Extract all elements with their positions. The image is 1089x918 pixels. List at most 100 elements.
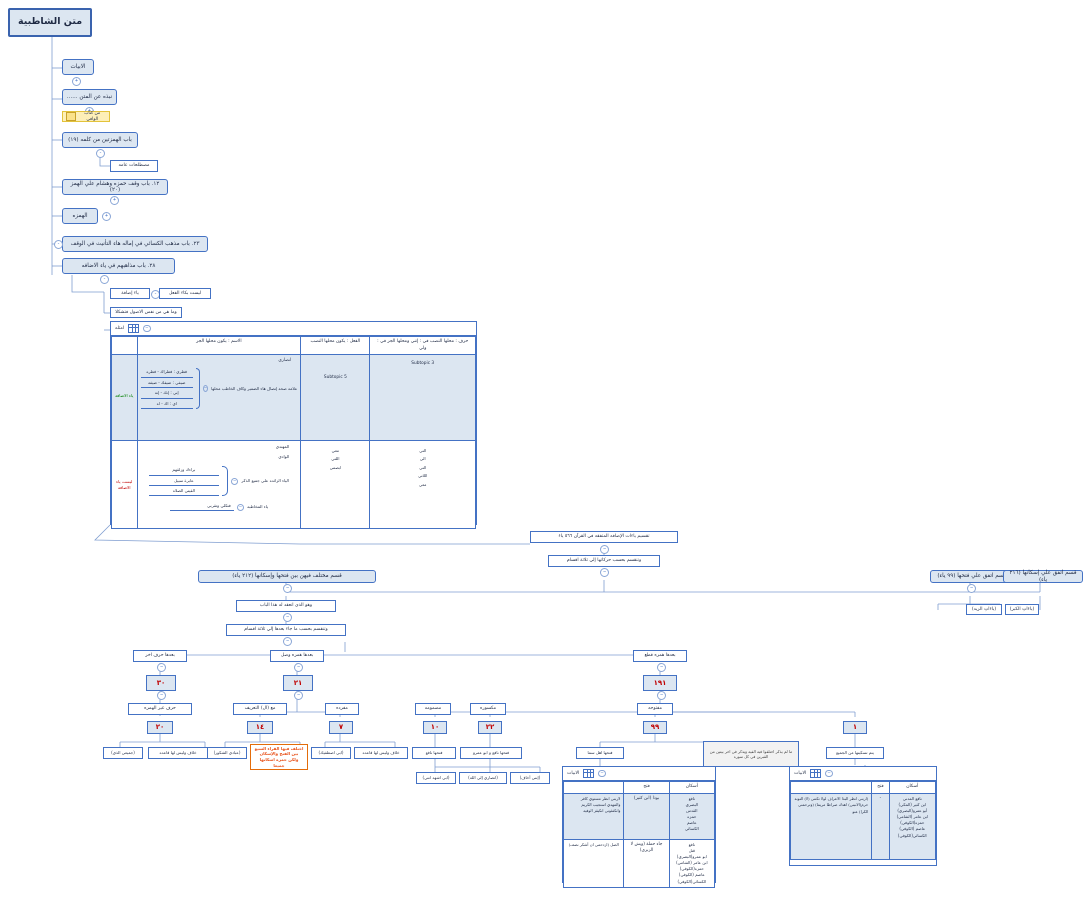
branch-node-yaa-idafa[interactable]: ٢٨. باب مذاهبهم في ياء الاضافه <box>62 258 175 274</box>
cell-askan-bl-1: نافع البصري القدس حمزه عاصم الكسائي <box>668 792 716 840</box>
list-item: القيتي الصلاه <box>148 487 219 497</box>
branch-node-kisai[interactable]: ٢٣. باب مذهب الكسائي في إماله هاء التأني… <box>62 236 208 252</box>
count-node-20[interactable]: ٢٠ <box>147 721 173 734</box>
lower-tree-level2[interactable]: وتنقسم بحسب حركاتها إلي ثلاثة اقسام <box>548 555 660 567</box>
subnode-laysat-bikaf[interactable]: ليست بكاء الفعل <box>159 288 211 299</box>
count-node-191[interactable]: ١٩١ <box>643 675 677 691</box>
leaf-fathaha-nafi-abu-amr[interactable]: فتحها نافع و ابو عمرو <box>460 747 522 759</box>
leaf-yaat-kibar[interactable]: (ياءاتِ الكبر) <box>1005 604 1039 615</box>
th-fil: الفعل : يكون محلها النصب <box>300 335 371 356</box>
leaf-khilaf-no-rule-1[interactable]: خلاف وليس لها قاعده <box>148 747 208 759</box>
expand-marker-hamza[interactable]: + <box>102 212 111 221</box>
count-node-30[interactable]: ٣٠ <box>146 675 176 691</box>
th-fath-bl: فتح <box>623 781 670 794</box>
ism-extra-label: ياء المخاطبه <box>247 504 269 510</box>
list-item: اي : اك - اه <box>140 400 193 409</box>
collapse-marker-kisai[interactable]: - <box>54 240 63 249</box>
subgroup-node-madmuma[interactable]: مضمومه <box>415 703 451 715</box>
expand-marker-alabyat[interactable]: + <box>72 77 81 86</box>
collapse-marker-taqsim3[interactable]: − <box>283 637 292 646</box>
count-node-1[interactable]: ١ <box>843 721 867 734</box>
collapse-marker-table-bl[interactable]: − <box>598 769 606 778</box>
collapse-marker-group3[interactable]: − <box>657 663 666 672</box>
collapse-marker-table-br[interactable]: − <box>825 769 833 778</box>
leaf-ansari-ilallah[interactable]: (انصاري إلي الله) <box>459 772 507 784</box>
table-header-row: أسكان فتح <box>789 781 937 794</box>
table-amthila[interactable]: امثله − حرف : محلها النصب في : إنني ومحل… <box>110 321 477 530</box>
leaf-abi-istafaytuk[interactable]: (ابي اصطفيك) <box>311 747 351 759</box>
leaf-ibadi-shakur[interactable]: (عبادي الشكور) <box>207 747 247 759</box>
cell-ism-row2: المهتدي الوادي الياء الزائده علي جميع ال… <box>136 440 302 530</box>
leaf-note-lam-yudhkar[interactable]: ما لم يذكر اختلفوا فيه الفيه ويذكر في اخ… <box>703 741 799 767</box>
leaf-jamii-alladhi[interactable]: (جميعي الذي) <box>103 747 143 759</box>
collapse-marker-count1[interactable]: − <box>157 691 166 700</box>
leaf-fathaha-ahl-sama[interactable]: فتحها اهل سما <box>576 747 624 759</box>
table-bl-title-label: الابيات <box>567 771 580 776</box>
subgroup-node-maksura[interactable]: مكسوره <box>470 703 506 715</box>
leaf-khilaf-no-rule-2[interactable]: خلاف وليس لها قاعده <box>354 747 408 759</box>
leaf-yatim-taskinuha[interactable]: يتم تسكينها من الجميع <box>826 747 884 759</box>
subgroup-node-maftuha[interactable]: مفتوحه <box>637 703 673 715</box>
leaf-fathaha-nafi[interactable]: فتحها نافع <box>412 747 456 759</box>
count-node-21[interactable]: ٢١ <box>283 675 313 691</box>
table-bottom-right-title-bar[interactable]: الابيات − <box>790 767 936 781</box>
count-node-22[interactable]: ٢٢ <box>478 721 502 734</box>
collapse-marker-count2[interactable]: − <box>294 691 303 700</box>
cell-ism-row1: انصاري علامة صحة إتصال هاء الضمير وكاف ا… <box>136 354 302 442</box>
count-node-10[interactable]: ١٠ <box>423 721 447 734</box>
subgroup-node-harf-ghayr-hamza[interactable]: حرف غير الهمزه <box>128 703 192 715</box>
collapse-marker-group1[interactable]: − <box>157 663 166 672</box>
collapse-marker-mukhtalaf[interactable]: − <box>283 584 292 593</box>
leaf-abi-ashhad[interactable]: (ابي اشهد انتي) <box>416 772 456 784</box>
lower-node-ittafaq-fath[interactable]: قسم اتفق علي فتحها (٩٩ ياء) <box>930 570 1014 583</box>
count-node-7[interactable]: ٧ <box>329 721 353 734</box>
table-header-row: أسكان فتح <box>562 781 716 794</box>
lower-node-taqsim3[interactable]: وتنقسم بحسب ما جاء بعدها إلي ثلاثة اقسام <box>226 624 346 636</box>
subnode-wama-hiya[interactable]: وما هي من نفس الاصول فتشكلا <box>110 307 182 318</box>
collapse-marker-lower-l2[interactable]: − <box>600 568 609 577</box>
collapse-marker-lower-top[interactable]: − <box>600 545 609 554</box>
note-node-wafi[interactable]: من كتاب الوافي <box>62 111 110 122</box>
expand-marker-waqf-hamza[interactable]: + <box>110 196 119 205</box>
lower-node-mukhtalaf[interactable]: قسم مختلف فيهن بين فتحها وإسكانها (٢١٢ ي… <box>198 570 376 583</box>
table-bottom-left[interactable]: الابيات − أسكان فتح نافع البصري <box>562 766 716 888</box>
table-bottom-left-title-bar[interactable]: الابيات − <box>563 767 715 781</box>
branch-node-hamzatayn[interactable]: باب الهمزتين من كلمه (١٩) <box>62 132 138 148</box>
leaf-warning-qurra-sabaa[interactable]: اختلف فيها القراء السبع بين الفتح والإسك… <box>250 744 308 770</box>
table-bottom-right[interactable]: الابيات − أسكان فتح نافع المدني ابن كثي <box>789 766 937 866</box>
root-node[interactable]: متن الشاطبية <box>8 8 92 37</box>
branch-node-waqf-hamza[interactable]: ١٢. باب وقف حمزه وهشام علي الهمز (٢٠) <box>62 179 168 195</box>
group-node-harf-akhar[interactable]: بعدها حرف اخر <box>133 650 187 662</box>
lower-node-wahuwa[interactable]: وهو الذي انعقد له هذا الباب <box>236 600 336 612</box>
leaf-yaat-zayd[interactable]: (ياءاتِ الزيد) <box>966 604 1002 615</box>
list-item: ضيفي : ضيفك - ضيفه <box>140 379 193 389</box>
leaf-innani-akhaf[interactable]: (إنني أخاف) <box>510 772 550 784</box>
group-node-hamzat-wasl[interactable]: بعدها همزه وصل <box>270 650 324 662</box>
branch-node-nubdhah[interactable]: نبذه عن المتن ...... <box>62 89 117 105</box>
group-node-hamzat-qat[interactable]: بعدها همزه قطع <box>633 650 687 662</box>
collapse-marker-ittafaq-fath[interactable]: − <box>967 584 976 593</box>
count-node-99[interactable]: ٩٩ <box>643 721 667 734</box>
branch-node-hamza[interactable]: الهمزه <box>62 208 98 224</box>
collapse-marker-ism-3[interactable]: − <box>236 503 245 512</box>
collapse-marker-yaa-idafa[interactable]: - <box>100 275 109 284</box>
ism-lead-2: الوادي <box>278 454 290 460</box>
child-node-mustalahat[interactable]: مصطلحات عامه <box>110 160 158 172</box>
collapse-marker-count3[interactable]: − <box>657 691 666 700</box>
collapse-marker-ism[interactable]: − <box>202 384 209 393</box>
list-item: حمزه(الكوفي) <box>900 820 925 826</box>
collapse-marker-ism-2[interactable]: − <box>230 477 239 486</box>
branch-node-alabyat[interactable]: الابيات <box>62 59 94 75</box>
table-amthila-title-bar[interactable]: امثله − <box>111 322 476 336</box>
subgroup-node-mufrada[interactable]: مفرده <box>325 703 359 715</box>
lower-node-ittafaq-iskan[interactable]: قسم اتفق علي إسكانها (٢١٦ ياء) <box>1003 570 1083 583</box>
collapse-marker-table[interactable]: − <box>143 324 151 333</box>
collapse-marker-group2[interactable]: − <box>294 663 303 672</box>
count-node-14[interactable]: ١٤ <box>247 721 273 734</box>
subgroup-node-maa-al-tarif[interactable]: مع (ال) التعريف <box>233 703 287 715</box>
collapse-marker-wahuwa[interactable]: − <box>283 613 292 622</box>
lower-tree-top[interactable]: تقسيم ياءات الإضافه المتفقه في القرآن ٥٦… <box>530 531 678 543</box>
subnode-yaa-idafa[interactable]: ياء إضافة <box>110 288 150 299</box>
collapse-marker-hamzatayn[interactable]: - <box>96 149 105 158</box>
